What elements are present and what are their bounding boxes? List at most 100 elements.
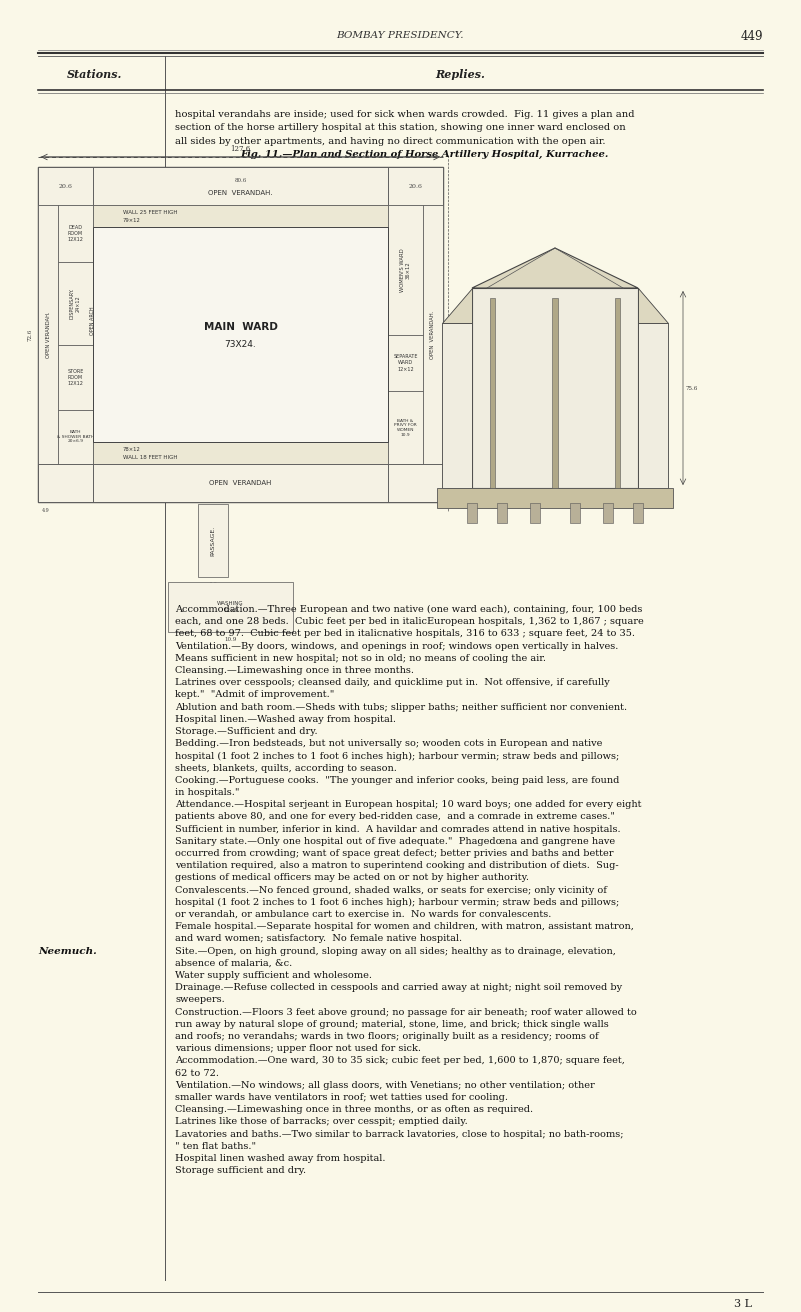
Text: Bedding.—Iron bedsteads, but not universally so; wooden cots in European and nat: Bedding.—Iron bedsteads, but not univers… — [175, 739, 602, 748]
Text: patients above 80, and one for every bed-ridden case,  and a comrade in extreme : patients above 80, and one for every bed… — [175, 812, 615, 821]
Text: hospital verandahs are inside; used for sick when wards crowded.  Fig. 11 gives : hospital verandahs are inside; used for … — [175, 110, 634, 119]
Text: OPEN  VERANDAH.: OPEN VERANDAH. — [208, 190, 273, 195]
Text: occurred from crowding; want of space great defect; better privies and baths and: occurred from crowding; want of space gr… — [175, 849, 614, 858]
Bar — [388, 335, 423, 391]
Text: sweepers.: sweepers. — [175, 996, 225, 1005]
Text: Cooking.—Portuguese cooks.  "The younger and inferior cooks, being paid less, ar: Cooking.—Portuguese cooks. "The younger … — [175, 775, 619, 785]
Bar — [58, 345, 93, 409]
Polygon shape — [442, 289, 472, 323]
Polygon shape — [472, 248, 638, 289]
Bar — [603, 502, 613, 523]
Text: Hospital linen.—Washed away from hospital.: Hospital linen.—Washed away from hospita… — [175, 715, 396, 724]
Text: Replies.: Replies. — [435, 70, 485, 80]
Text: 4.6: 4.6 — [208, 583, 217, 586]
Text: hospital (1 foot 2 inches to 1 foot 6 inches high); harbour vermin; straw beds a: hospital (1 foot 2 inches to 1 foot 6 in… — [175, 752, 619, 761]
Text: or verandah, or ambulance cart to exercise in.  No wards for convalescents.: or verandah, or ambulance cart to exerci… — [175, 911, 551, 918]
Bar — [442, 323, 472, 488]
Bar — [388, 205, 423, 335]
Text: Cleansing.—Limewashing once in three months.: Cleansing.—Limewashing once in three mon… — [175, 666, 414, 674]
Text: SEPARATE
WARD
12×12: SEPARATE WARD 12×12 — [393, 354, 418, 371]
Bar — [437, 488, 673, 508]
Text: 10.9: 10.9 — [224, 638, 236, 642]
Text: Construction.—Floors 3 feet above ground; no passage for air beneath; roof water: Construction.—Floors 3 feet above ground… — [175, 1008, 637, 1017]
Text: section of the horse artillery hospital at this station, showing one inner ward : section of the horse artillery hospital … — [175, 123, 626, 133]
Bar — [38, 167, 93, 205]
Text: each, and one 28 beds.  Cubic feet per bed in italicEuropean hospitals, 1,362 to: each, and one 28 beds. Cubic feet per be… — [175, 617, 644, 626]
Text: Sanitary state.—Only one hospital out of five adequate."  Phagedœna and gangrene: Sanitary state.—Only one hospital out of… — [175, 837, 615, 846]
Text: Ventilation.—No windows; all glass doors, with Venetians; no other ventilation; : Ventilation.—No windows; all glass doors… — [175, 1081, 595, 1090]
Text: Lavatories and baths.—Two similar to barrack lavatories, close to hospital; no b: Lavatories and baths.—Two similar to bar… — [175, 1130, 623, 1139]
Text: sheets, blankets, quilts, according to season.: sheets, blankets, quilts, according to s… — [175, 764, 396, 773]
Text: 78×12: 78×12 — [123, 447, 141, 453]
Text: various dimensions; upper floor not used for sick.: various dimensions; upper floor not used… — [175, 1044, 421, 1054]
Bar — [58, 205, 93, 262]
Text: Neemuch.: Neemuch. — [38, 946, 97, 955]
Text: Cleansing.—Limewashing once in three months, or as often as required.: Cleansing.—Limewashing once in three mon… — [175, 1105, 533, 1114]
Text: smaller wards have ventilators in roof; wet tatties used for cooling.: smaller wards have ventilators in roof; … — [175, 1093, 508, 1102]
Text: Latrines like those of barracks; over cesspit; emptied daily.: Latrines like those of barracks; over ce… — [175, 1118, 468, 1127]
Text: absence of malaria, &c.: absence of malaria, &c. — [175, 959, 292, 968]
Text: feet, 68 to 97.  Cubic feet per bed in italicnative hospitals, 316 to 633 ; squa: feet, 68 to 97. Cubic feet per bed in it… — [175, 630, 635, 639]
Text: OPEN VERANDAH.: OPEN VERANDAH. — [46, 311, 50, 358]
Text: MAIN  WARD: MAIN WARD — [203, 323, 277, 332]
Text: BATH &
PRIVY FOR
WOMEN
10.9: BATH & PRIVY FOR WOMEN 10.9 — [394, 419, 417, 437]
Text: PASSAGE.: PASSAGE. — [211, 525, 215, 555]
Text: BOMBAY PRESIDENCY.: BOMBAY PRESIDENCY. — [336, 31, 464, 41]
Text: Hospital linen washed away from hospital.: Hospital linen washed away from hospital… — [175, 1155, 385, 1162]
Text: Water supply sufficient and wholesome.: Water supply sufficient and wholesome. — [175, 971, 372, 980]
Text: 20.6: 20.6 — [409, 184, 422, 189]
Text: Attendance.—Hospital serjeant in European hospital; 10 ward boys; one added for : Attendance.—Hospital serjeant in Europea… — [175, 800, 642, 810]
Text: 4.9: 4.9 — [42, 508, 50, 513]
Bar — [388, 167, 443, 205]
Text: Ventilation.—By doors, windows, and openings in roof; windows open vertically in: Ventilation.—By doors, windows, and open… — [175, 642, 618, 651]
Text: gestions of medical officers may be acted on or not by higher authority.: gestions of medical officers may be acte… — [175, 874, 529, 883]
Bar — [38, 205, 58, 464]
Text: Sufficient in number, inferior in kind.  A havildar and comrades attend in nativ: Sufficient in number, inferior in kind. … — [175, 825, 621, 833]
Bar — [633, 502, 643, 523]
Text: 75.6: 75.6 — [686, 386, 698, 391]
Bar — [38, 464, 93, 502]
Text: 72.6: 72.6 — [451, 328, 456, 341]
Bar — [467, 502, 477, 523]
Text: Site.—Open, on high ground, sloping away on all sides; healthy as to drainage, e: Site.—Open, on high ground, sloping away… — [175, 946, 616, 955]
Text: ventilation required, also a matron to superintend cooking and distribution of d: ventilation required, also a matron to s… — [175, 861, 618, 870]
Text: all sides by other apartments, and having no direct communication with the open : all sides by other apartments, and havin… — [175, 136, 606, 146]
Text: Means sufficient in new hospital; not so in old; no means of cooling the air.: Means sufficient in new hospital; not so… — [175, 653, 546, 663]
Bar — [198, 504, 228, 577]
Bar — [93, 227, 388, 442]
Text: 20.6: 20.6 — [58, 184, 72, 189]
Text: WOMEN'S WARD
36×12: WOMEN'S WARD 36×12 — [400, 248, 411, 291]
Bar — [388, 464, 443, 502]
Text: 62 to 72.: 62 to 72. — [175, 1068, 219, 1077]
Text: Fig. 11.—Plan and Section of Horse Artillery Hospital, Kurrachee.: Fig. 11.—Plan and Section of Horse Artil… — [240, 150, 609, 159]
Text: BATH
& SHOWER BATH
20×6.9: BATH & SHOWER BATH 20×6.9 — [57, 430, 94, 443]
Bar — [638, 323, 668, 488]
Bar — [168, 583, 293, 632]
Text: WALL 18 FEET HIGH: WALL 18 FEET HIGH — [123, 455, 178, 461]
Bar — [93, 442, 388, 464]
Text: OPEN  VERANDAH.: OPEN VERANDAH. — [430, 311, 436, 358]
Text: Storage.—Sufficient and dry.: Storage.—Sufficient and dry. — [175, 727, 318, 736]
Text: Drainage.—Refuse collected in cesspools and carried away at night; night soil re: Drainage.—Refuse collected in cesspools … — [175, 983, 622, 992]
Text: 79×12: 79×12 — [123, 218, 141, 223]
Text: and ward women; satisfactory.  No female native hospital.: and ward women; satisfactory. No female … — [175, 934, 462, 943]
Text: Accommodation.—One ward, 30 to 35 sick; cubic feet per bed, 1,600 to 1,870; squa: Accommodation.—One ward, 30 to 35 sick; … — [175, 1056, 625, 1065]
Text: 80.6: 80.6 — [235, 178, 247, 182]
Polygon shape — [638, 289, 668, 323]
Text: run away by natural slope of ground; material, stone, lime, and brick; thick sin: run away by natural slope of ground; mat… — [175, 1019, 609, 1029]
Text: 3 L: 3 L — [734, 1299, 752, 1309]
Bar — [38, 167, 443, 502]
Text: kept."  "Admit of improvement.": kept." "Admit of improvement." — [175, 690, 334, 699]
Text: and roofs; no verandahs; wards in two floors; originally built as a residency; r: and roofs; no verandahs; wards in two fl… — [175, 1033, 598, 1040]
Bar — [58, 409, 93, 464]
Text: Ablution and bath room.—Sheds with tubs; slipper baths; neither sufficient nor c: Ablution and bath room.—Sheds with tubs;… — [175, 703, 627, 711]
Text: Stations.: Stations. — [67, 70, 123, 80]
Text: 72.6: 72.6 — [28, 328, 33, 341]
Text: OPEN ARCH: OPEN ARCH — [91, 307, 95, 336]
Text: hospital (1 foot 2 inches to 1 foot 6 inches high); harbour vermin; straw beds a: hospital (1 foot 2 inches to 1 foot 6 in… — [175, 897, 619, 907]
Text: " ten flat baths.": " ten flat baths." — [175, 1141, 256, 1151]
Text: DISPENSARY.
24×12: DISPENSARY. 24×12 — [70, 287, 81, 319]
Text: in hospitals.": in hospitals." — [175, 789, 239, 796]
Bar — [58, 262, 93, 345]
Bar — [570, 502, 580, 523]
